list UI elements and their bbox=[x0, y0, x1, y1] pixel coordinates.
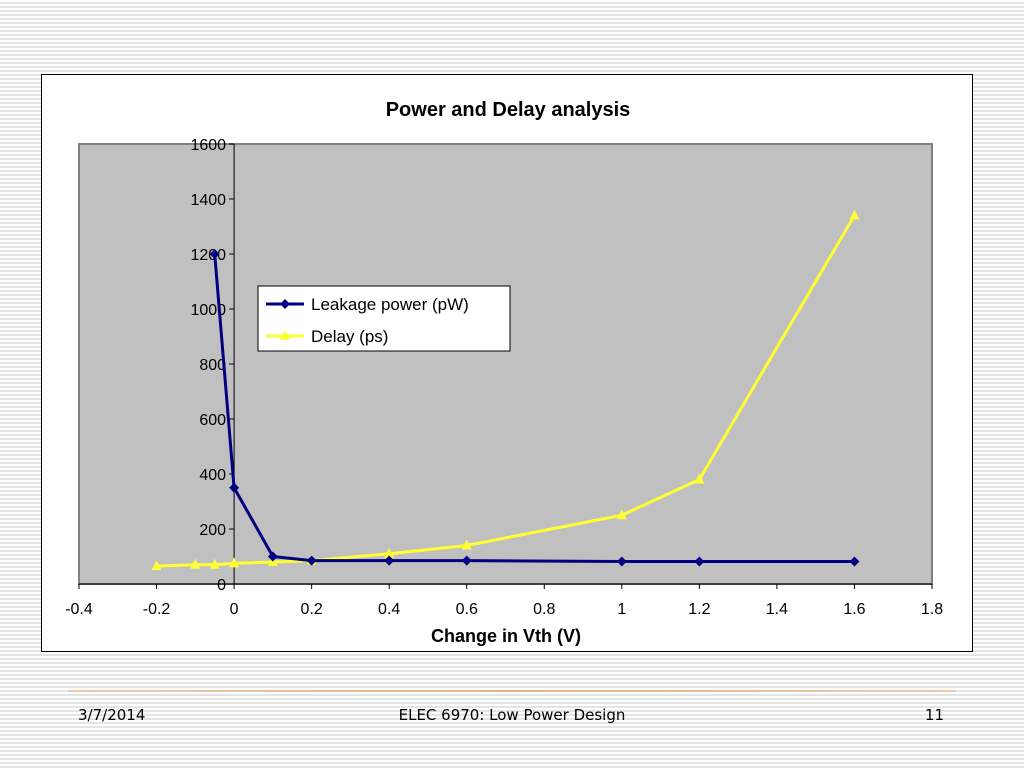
chart-title: Power and Delay analysis bbox=[386, 99, 631, 121]
data-point-triangle bbox=[461, 539, 472, 550]
footer-divider bbox=[68, 690, 956, 692]
x-tick-label: -0.4 bbox=[65, 601, 93, 618]
y-tick-label: 600 bbox=[199, 412, 226, 429]
x-tick-label: 1.8 bbox=[921, 601, 943, 618]
series-layer bbox=[151, 209, 860, 571]
footer-date: 3/7/2014 bbox=[78, 706, 146, 724]
x-tick-label: 0.4 bbox=[378, 601, 400, 618]
x-tick-label: -0.2 bbox=[143, 601, 171, 618]
footer-title: ELEC 6970: Low Power Design bbox=[398, 706, 626, 724]
x-tick-label: 1.6 bbox=[843, 601, 865, 618]
data-point-triangle bbox=[209, 558, 220, 569]
y-tick-label: 1600 bbox=[190, 137, 226, 154]
data-point-diamond bbox=[694, 556, 705, 567]
data-point-triangle bbox=[229, 557, 240, 568]
legend-triangle-marker bbox=[280, 330, 290, 340]
x-tick-label: 0.2 bbox=[301, 601, 323, 618]
data-point-triangle bbox=[190, 558, 201, 569]
data-point-triangle bbox=[384, 547, 395, 558]
x-tick-label: 0.8 bbox=[533, 601, 555, 618]
legend-diamond-marker bbox=[280, 299, 290, 309]
y-tick-label: 1200 bbox=[190, 247, 226, 264]
data-point-diamond bbox=[267, 551, 278, 562]
y-tick-label: 400 bbox=[199, 467, 226, 484]
data-point-diamond bbox=[209, 249, 220, 259]
data-point-diamond bbox=[616, 556, 627, 567]
y-tick-label: 1400 bbox=[190, 192, 226, 209]
y-tick-label: 800 bbox=[199, 357, 226, 374]
y-tick-label: 200 bbox=[199, 522, 226, 539]
data-point-diamond bbox=[306, 555, 317, 566]
x-tick-label: 1 bbox=[617, 601, 626, 618]
x-tick-label: 1.4 bbox=[766, 601, 788, 618]
y-axis: 0 200 400 600 800 1000 1200 1400 1600 bbox=[190, 137, 235, 594]
x-tick-label: 1.2 bbox=[688, 601, 710, 618]
data-point-diamond bbox=[849, 556, 860, 567]
x-tick-label: 0 bbox=[230, 601, 239, 618]
x-tick-label: 0.6 bbox=[456, 601, 478, 618]
legend-label: Leakage power (pW) bbox=[311, 295, 469, 314]
legend-label: Delay (ps) bbox=[311, 327, 388, 346]
y-tick-label: 0 bbox=[217, 577, 226, 594]
data-point-diamond bbox=[384, 555, 395, 566]
data-point-diamond bbox=[461, 555, 472, 566]
data-point-triangle bbox=[616, 509, 627, 520]
chart-frame: Power and Delay analysis 0 200 400 600 800 10… bbox=[41, 74, 973, 652]
plot-area bbox=[78, 143, 933, 585]
x-axis: -0.4 -0.2 0 0.2 0.4 0.6 0.8 1 1.2 1.4 1.6 1.8 bbox=[65, 583, 943, 618]
data-point-triangle bbox=[151, 560, 162, 571]
y-tick-label: 1000 bbox=[190, 302, 226, 319]
page-number: 11 bbox=[924, 706, 944, 724]
legend: Leakage power (pW) Delay (ps) bbox=[257, 285, 511, 352]
x-axis-label: Change in Vth (V) bbox=[431, 626, 581, 646]
data-point-triangle bbox=[849, 209, 860, 220]
data-point-diamond bbox=[229, 482, 240, 493]
data-point-triangle bbox=[694, 473, 705, 484]
legend-box bbox=[257, 285, 511, 352]
chart-canvas: Power and Delay analysis 020040060080010… bbox=[65, 99, 943, 646]
